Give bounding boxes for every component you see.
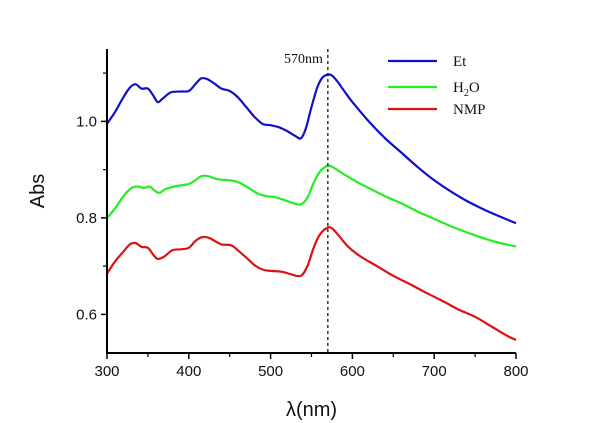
legend: Et H2O NMP (388, 54, 486, 118)
y-tick-label: 1.0 (76, 113, 97, 130)
axes: 300 400 500 600 700 800 0.6 0.8 1.0 (76, 49, 529, 380)
annotation-label: 570nm (284, 52, 323, 67)
y-axis-title: Abs (27, 174, 49, 208)
y-tick-label: 0.6 (76, 306, 97, 323)
x-tick-label: 300 (94, 363, 119, 380)
legend-label-h2o: H2O (453, 80, 480, 99)
x-tick-label: 400 (176, 363, 201, 380)
x-tick-label: 800 (503, 363, 528, 380)
series-group (106, 73, 517, 341)
legend-label-et: Et (453, 54, 467, 70)
annotation-group: 570nm (284, 49, 329, 353)
legend-label-nmp: NMP (453, 102, 486, 118)
x-axis-title: λ(nm) (286, 399, 337, 421)
series-line-h2o (106, 164, 517, 248)
series-line-nmp (106, 226, 517, 341)
y-tick-label: 0.8 (76, 210, 97, 227)
x-tick-label: 600 (340, 363, 365, 380)
series-line-et (106, 73, 517, 225)
x-tick-label: 500 (258, 363, 283, 380)
x-tick-label: 700 (422, 363, 447, 380)
